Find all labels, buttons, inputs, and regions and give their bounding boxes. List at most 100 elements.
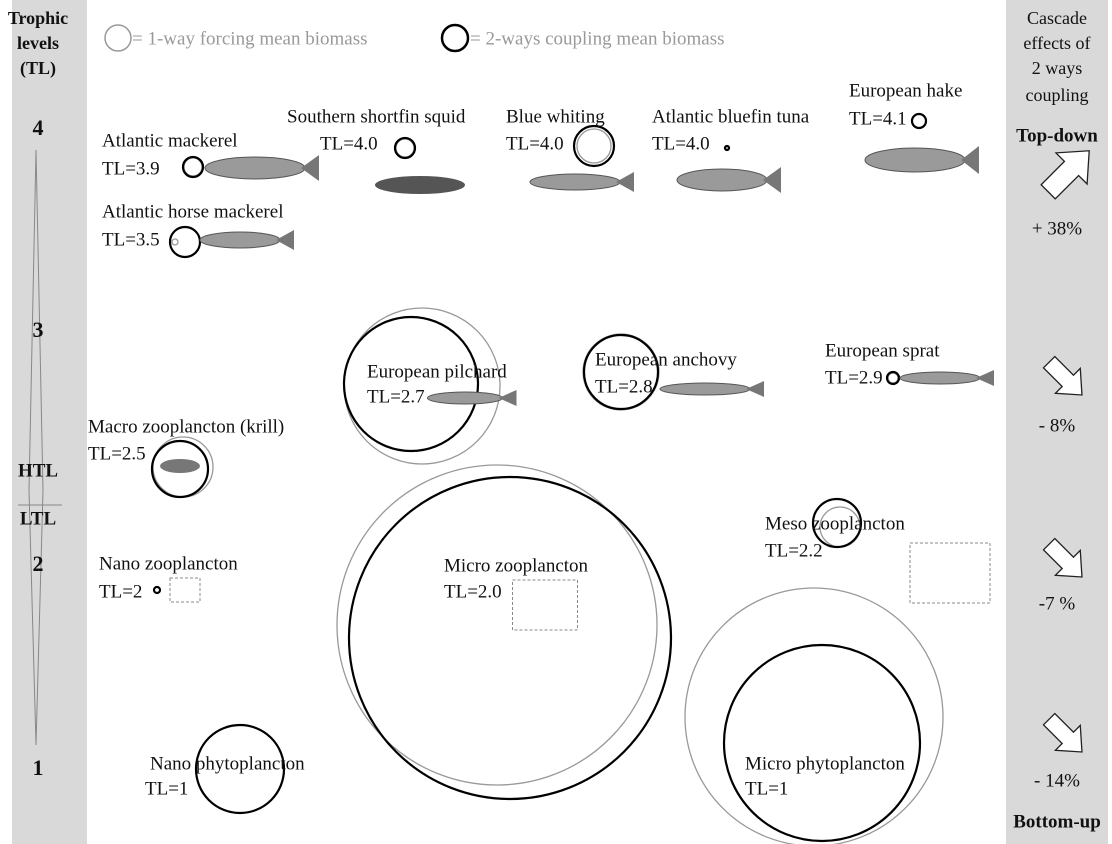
node-tl: TL=1 (745, 778, 788, 799)
organism-image (763, 167, 781, 193)
node-tl: TL=3.5 (102, 229, 160, 250)
organism-image (169, 577, 201, 603)
node-tl: TL=3.9 (102, 158, 160, 179)
legend-two-ways (440, 23, 470, 53)
organism-image (909, 542, 991, 604)
trophic-wedge (28, 149, 44, 746)
biomass-circle (723, 144, 731, 152)
biomass-circle (885, 370, 901, 386)
organism-image (276, 230, 294, 250)
legend-one-way (104, 24, 132, 52)
biomass-circle (194, 723, 286, 815)
node-tl: TL=4.0 (506, 133, 564, 154)
cascade-arrow (1042, 355, 1083, 396)
organism-image (498, 390, 517, 406)
panel-title: levels (17, 33, 59, 53)
organism-image (899, 371, 981, 385)
node-tl: TL=1 (145, 778, 188, 799)
biomass-circle (347, 475, 673, 801)
node-name: Atlantic mackerel (102, 130, 238, 151)
node-name: European pilchard (367, 361, 507, 382)
legend-text: = 1-way forcing mean biomass (132, 28, 368, 49)
node-name: European sprat (825, 340, 940, 361)
node-tl: TL=2.2 (765, 540, 823, 561)
node-tl: TL=2.9 (825, 367, 883, 388)
node-tl: TL=2.8 (595, 376, 653, 397)
organism-image (199, 231, 281, 249)
node-name: European anchovy (595, 349, 737, 370)
panel-title: effects of (1023, 33, 1090, 53)
panel-title: (TL) (20, 58, 56, 79)
node-name: Atlantic horse mackerel (102, 201, 283, 222)
biomass-circle (393, 136, 417, 160)
organism-image (204, 156, 306, 180)
cascade-arrow (1042, 712, 1083, 753)
organism-image (529, 173, 621, 191)
biomass-circle (582, 333, 660, 411)
biomass-circle (910, 112, 928, 130)
ltl-label: LTL (20, 508, 56, 529)
legend-text: = 2-ways coupling mean biomass (470, 28, 725, 49)
top-down: Top-down (1016, 125, 1098, 146)
panel-title: Cascade (1027, 8, 1087, 28)
biomass-circle (722, 643, 922, 843)
node-tl: TL=2.5 (88, 443, 146, 464)
node-name: Macro zooplancton (krill) (88, 416, 284, 437)
node-name: Meso zooplancton (765, 513, 905, 534)
effect-label: + 38% (1032, 218, 1082, 239)
biomass-circle (342, 315, 480, 453)
biomass-circle (576, 128, 612, 164)
organism-image (427, 391, 503, 405)
organism-image (512, 579, 578, 631)
organism-image (676, 168, 768, 192)
effect-label: -7 % (1039, 593, 1076, 614)
right-panel (1006, 0, 1108, 844)
level-label: 2 (33, 551, 44, 576)
node-name: Micro zooplancton (444, 555, 589, 576)
node-tl: TL=2.0 (444, 581, 502, 602)
organism-image (160, 459, 200, 473)
organism-image (659, 382, 751, 396)
node-name: Blue whiting (506, 106, 605, 127)
biomass-circle (150, 439, 210, 499)
node-tl: TL=4.0 (320, 133, 378, 154)
organism-image (976, 370, 994, 386)
effect-label: - 8% (1039, 415, 1076, 436)
left-panel (12, 0, 87, 844)
biomass-circle (811, 497, 863, 549)
organism-image (864, 147, 966, 173)
biomass-circle (336, 464, 658, 786)
panel-title: 2 ways (1032, 58, 1083, 78)
node-name: Atlantic bluefin tuna (652, 106, 810, 127)
organism-image (746, 381, 764, 397)
node-tl: TL=2.7 (367, 386, 425, 407)
organism-image (616, 172, 634, 192)
effect-label: - 14% (1034, 770, 1080, 791)
organism-image (375, 176, 465, 194)
panel-title: coupling (1026, 85, 1089, 105)
cascade-arrow (1042, 537, 1083, 578)
level-label: 3 (33, 317, 44, 342)
node-tl: TL=4.0 (652, 133, 710, 154)
bottom-up: Bottom-up (1013, 811, 1101, 832)
node-name: Micro phytoplancton (745, 753, 905, 774)
node-name: Nano zooplancton (99, 553, 238, 574)
biomass-circle (168, 225, 202, 259)
level-label: 4 (33, 115, 44, 140)
level-label: 1 (33, 755, 44, 780)
cascade-arrow (1040, 150, 1090, 200)
node-tl: TL=2 (99, 581, 142, 602)
node-name: Nano phytoplancton (150, 753, 305, 774)
biomass-circle (181, 155, 205, 179)
organism-image (301, 155, 319, 181)
biomass-circle (572, 124, 616, 168)
node-name: Southern shortfin squid (287, 106, 466, 127)
node-name: European hake (849, 80, 962, 101)
panel-title: Trophic (8, 8, 68, 28)
htl-label: HTL (18, 460, 58, 481)
organism-image (961, 146, 979, 174)
node-tl: TL=4.1 (849, 108, 907, 129)
biomass-circle (152, 585, 162, 595)
biomass-circle (684, 587, 944, 844)
